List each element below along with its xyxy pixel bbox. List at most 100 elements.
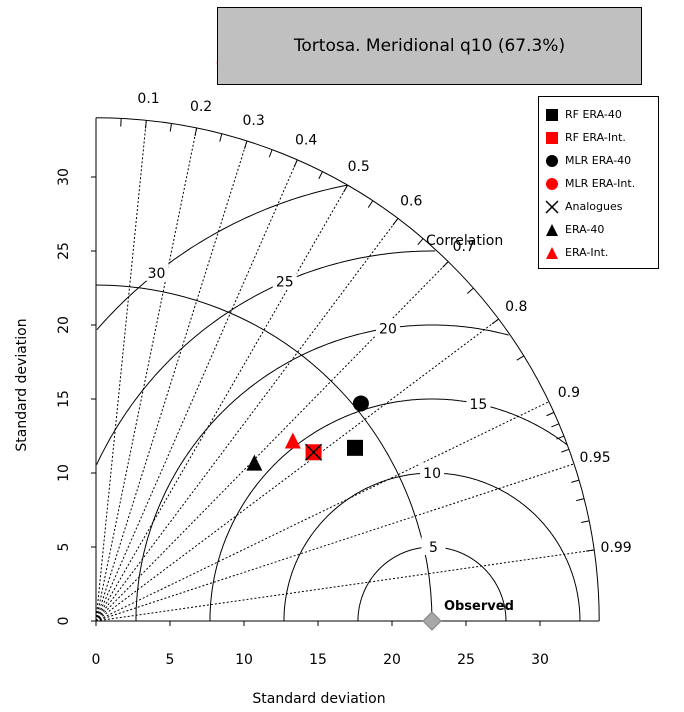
point-Analogues	[545, 199, 559, 214]
correlation-minor-tick	[556, 435, 565, 440]
legend-label: MLR ERA-40	[565, 154, 632, 167]
correlation-ray	[95, 159, 298, 622]
point-ERA-Int.	[284, 432, 301, 449]
correlation-minor-tick	[244, 140, 248, 149]
x-tick-label: 0	[92, 652, 101, 668]
legend-label: MLR ERA-Int.	[565, 177, 636, 190]
point-MLR ERA-40	[546, 154, 558, 167]
axes-layer: 0.1 0.2 0.3 0.4 0.5 0.6 0.7 0.8 0.9 0.95 0.99 0 5 10 1…	[56, 91, 632, 668]
correlation-minor-tick	[417, 238, 424, 246]
x-stroke	[305, 443, 323, 461]
point-RF ERA-40	[546, 108, 558, 121]
point-Analogues	[305, 443, 323, 461]
correlation-minor-tick	[268, 149, 273, 158]
legend-marker	[546, 223, 558, 236]
legend-item: MLR ERA-Int.	[539, 172, 658, 195]
x-tick-label: 15	[309, 652, 327, 668]
correlation-ray	[95, 401, 550, 622]
points-layer: Observed	[216, 55, 514, 631]
x-tick-label: 5	[166, 652, 175, 668]
rmsd-label-bg	[421, 537, 446, 556]
legend-marker	[546, 246, 558, 259]
x-tick-label: 30	[531, 652, 549, 668]
chart-title: Tortosa. Meridional q10 (67.3%)	[217, 7, 642, 85]
correlation-minor-tick	[551, 423, 560, 428]
correlation-minor-tick	[491, 318, 499, 325]
correlation-minor-tick	[466, 287, 474, 294]
rmsd-label-bg	[144, 262, 169, 281]
rmsd-contour-label: 20	[379, 321, 397, 337]
point-ERA-Int.	[546, 246, 558, 259]
correlation-minor-tick	[561, 448, 570, 453]
point-MLR ERA-Int.	[546, 177, 558, 190]
legend-marker	[546, 177, 558, 190]
legend-label: ERA-Int.	[565, 246, 609, 259]
x-tick-label: 20	[383, 652, 401, 668]
outer-arc	[95, 117, 600, 622]
x-axis-label: Standard deviation	[252, 691, 385, 707]
legend-marker	[546, 131, 558, 144]
point-RF ERA-40	[347, 439, 363, 456]
legend-item: MLR ERA-40	[539, 149, 658, 172]
x-stroke	[545, 199, 559, 214]
point-RF ERA-Int.	[546, 131, 558, 144]
correlation-ray	[95, 549, 595, 622]
rmsd-contour	[96, 250, 436, 465]
correlation-tick-label: 0.8	[505, 299, 527, 315]
correlation-tick-label: 0.5	[348, 159, 370, 175]
y-axis-label: Standard deviation	[14, 318, 30, 451]
y-tick-label: 20	[56, 316, 72, 334]
correlation-minor-tick	[293, 159, 298, 168]
legend-label: RF ERA-Int.	[565, 131, 626, 144]
correlation-tick-label: 0.99	[601, 540, 632, 556]
correlation-minor-tick	[219, 133, 223, 142]
correlation-minor-tick	[169, 123, 172, 132]
correlation-minor-tick	[145, 120, 147, 129]
correlation-minor-tick	[318, 171, 323, 180]
legend-item: ERA-Int.	[539, 241, 658, 264]
correlation-ray	[95, 127, 198, 622]
observed-marker	[422, 611, 442, 631]
x-tick-label: 10	[235, 652, 253, 668]
correlation-minor-tick	[343, 184, 349, 193]
observed-label: Observed	[444, 599, 514, 614]
rmsd-contour	[96, 184, 348, 331]
legend-marker	[546, 154, 558, 167]
rmsd-contour-label: 30	[148, 266, 166, 282]
correlation-ray	[95, 218, 399, 622]
legend-label: ERA-40	[565, 223, 605, 236]
legend-label: Analogues	[565, 200, 623, 213]
x-tick-label: 25	[457, 652, 475, 668]
correlation-tick-label: 0.6	[400, 194, 422, 210]
point-ERA-40	[546, 223, 558, 236]
legend: RF ERA-40 RF ERA-Int. MLR ERA-40 MLR ERA-In…	[538, 96, 659, 269]
y-tick-label: 0	[56, 617, 72, 626]
rmsd-contour-label: 10	[423, 466, 441, 482]
correlation-minor-tick	[546, 411, 555, 417]
correlation-tick-label: 0.1	[137, 91, 159, 107]
correlation-tick-label: 0.2	[190, 99, 212, 115]
y-tick-label: 30	[56, 168, 72, 186]
correlation-minor-tick	[392, 218, 399, 226]
grid-layer	[95, 120, 595, 622]
rmsd-contour	[135, 324, 509, 621]
correlation-tick-label: 0.7	[453, 239, 475, 255]
legend-label: RF ERA-40	[565, 108, 622, 121]
correlation-minor-tick	[516, 355, 524, 361]
legend-item: RF ERA-Int.	[539, 126, 658, 149]
point-ERA-40	[246, 454, 263, 471]
legend-marker	[546, 108, 558, 121]
y-tick-label: 15	[56, 390, 72, 408]
correlation-minor-tick	[586, 549, 595, 552]
point-MLR ERA-40	[352, 395, 369, 412]
legend-item: ERA-40	[539, 218, 658, 241]
legend-marker	[545, 199, 559, 214]
correlation-minor-tick	[571, 479, 580, 483]
y-tick-label: 5	[56, 543, 72, 552]
rmsd-contour-label: 5	[429, 540, 438, 556]
legend-item: RF ERA-40	[539, 103, 658, 126]
correlation-minor-tick	[194, 127, 198, 137]
correlation-ray	[95, 120, 147, 622]
rmsd-contour-label: 15	[469, 397, 487, 413]
rmsd-label-bg	[375, 318, 400, 337]
